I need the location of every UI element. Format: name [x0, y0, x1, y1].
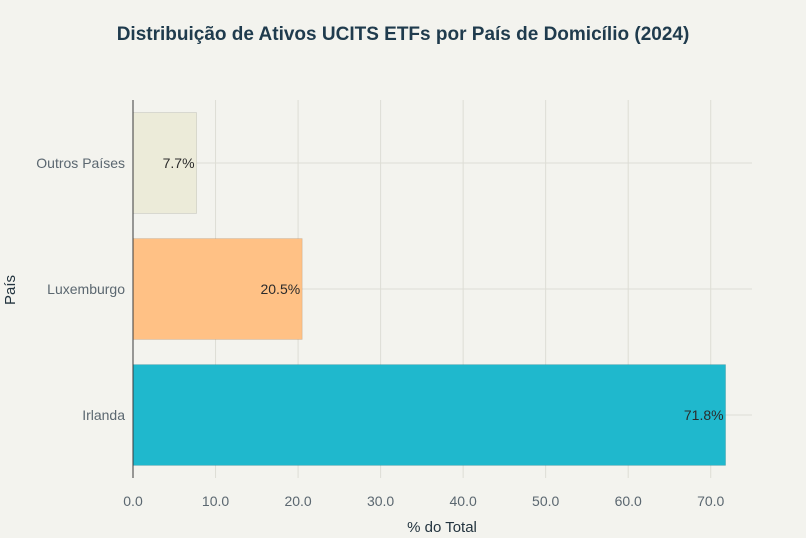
- x-tick-label: 10.0: [202, 493, 229, 509]
- bar: [132, 364, 726, 466]
- x-tick-label: 40.0: [450, 493, 477, 509]
- data-label: 7.7%: [163, 155, 195, 171]
- y-axis-title: País: [2, 275, 19, 305]
- chart-title: Distribuição de Ativos UCITS ETFs por Pa…: [117, 24, 690, 45]
- x-tick-label: 70.0: [697, 493, 724, 509]
- x-tick-label: 30.0: [367, 493, 394, 509]
- bar: [132, 112, 197, 214]
- y-tick-labels: Outros Países Luxemburgo Irlanda: [36, 155, 125, 423]
- x-tick-label: 20.0: [284, 493, 311, 509]
- y-tick-label: Luxemburgo: [47, 281, 125, 297]
- x-tick-label: 50.0: [532, 493, 559, 509]
- x-axis-title: % do Total: [407, 519, 477, 536]
- x-tick-label: 0.0: [123, 493, 143, 509]
- x-tick-labels: 0.0 10.0 20.0 30.0 40.0 50.0 60.0 70.0: [123, 493, 724, 509]
- data-label: 71.8%: [684, 407, 724, 423]
- data-label: 20.5%: [260, 281, 300, 297]
- y-tick-label: Outros Países: [36, 155, 125, 171]
- y-tick-label: Irlanda: [82, 407, 125, 423]
- bars: [132, 112, 726, 466]
- data-labels: 7.7% 20.5% 71.8%: [163, 155, 724, 423]
- x-tick-label: 60.0: [615, 493, 642, 509]
